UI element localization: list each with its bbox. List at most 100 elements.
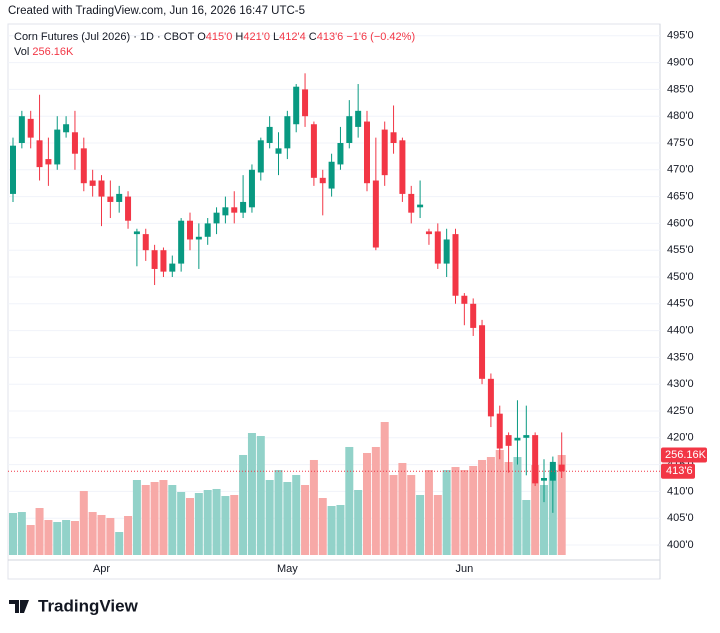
candle-body [178, 220, 185, 264]
candle-body [231, 207, 238, 213]
candle-body [169, 263, 176, 272]
volume-bar [371, 446, 380, 555]
legend-value: 421'0 [243, 31, 270, 43]
y-tick-label: 445'0 [667, 298, 694, 310]
volume-bar [212, 488, 221, 555]
volume-bar [194, 493, 203, 555]
candle-body [452, 234, 459, 296]
volume-bar [407, 475, 416, 555]
legend-key: O [197, 31, 206, 43]
y-tick-label: 450'0 [667, 271, 694, 283]
volume-bar [301, 485, 310, 555]
candle-body [310, 124, 317, 178]
volume-bar [265, 480, 274, 555]
volume-bar [283, 482, 292, 555]
candle-body [496, 413, 503, 449]
y-tick-label: 435'0 [667, 351, 694, 363]
candle-body [346, 116, 353, 143]
volume-bar [389, 475, 398, 555]
volume-bar [9, 512, 17, 555]
volume-bar [35, 507, 44, 555]
legend-value: 415'0 [205, 31, 233, 43]
legend-value: 412'4 [279, 31, 306, 43]
volume-bar [70, 520, 79, 555]
volume-bar [132, 480, 141, 555]
legend-value: 256.16K [32, 46, 74, 58]
y-tick-label: 440'0 [667, 324, 694, 336]
legend-change: −1'6 (−0.42%) [346, 31, 416, 43]
candle-body [18, 116, 25, 143]
legend-value: 413'6 [316, 31, 344, 43]
volume-bar [451, 467, 460, 555]
volume-bar [495, 449, 504, 555]
last-price-tag [661, 463, 695, 479]
legend-key: H [235, 31, 244, 43]
volume-bar [469, 465, 478, 555]
candle-body [80, 148, 87, 184]
title: Corn Futures (Jul 2026) · 1D · CBOT [14, 31, 195, 43]
candle-body [27, 118, 34, 138]
volume-bar [380, 422, 389, 555]
volume-bar [478, 459, 487, 555]
candle-body [240, 201, 247, 213]
candle-body [275, 148, 282, 154]
candle-body [187, 220, 193, 240]
y-tick-label: 410'0 [667, 485, 694, 497]
candle-body [142, 234, 149, 251]
volume-bar [26, 525, 35, 555]
legend-key: L [273, 31, 280, 43]
y-tick-label: 490'0 [667, 56, 694, 68]
candle-body [549, 461, 556, 481]
volume-bar [44, 519, 53, 555]
volume-bar [433, 494, 442, 555]
candle-body [425, 231, 432, 235]
candle-body [514, 437, 521, 441]
y-tick-label: 400'0 [667, 539, 694, 551]
candle-body [434, 231, 441, 264]
candle-body [399, 140, 406, 194]
y-tick-label: 430'0 [667, 378, 694, 390]
volume-bar [221, 496, 230, 555]
volume-bar [141, 485, 150, 555]
volume-bar [318, 498, 327, 555]
volume-bar [88, 512, 97, 555]
candle-body [470, 303, 477, 328]
y-tick-label: 455'0 [667, 244, 694, 256]
logo [9, 600, 29, 613]
volume-bar [115, 532, 124, 555]
x-tick-label: Jun [455, 563, 473, 575]
volume-bar [124, 516, 133, 555]
volume-bar [460, 470, 469, 555]
volume-bar [230, 494, 239, 555]
volume-bar [168, 485, 177, 555]
candle-body [89, 180, 96, 186]
volume-bar [398, 462, 407, 555]
candle-body [71, 132, 78, 154]
candle-body [372, 180, 379, 248]
volume-bar [336, 504, 345, 555]
candle-body [461, 295, 468, 304]
candle-body [337, 142, 344, 165]
candle-body [133, 231, 140, 235]
volume-bar [17, 512, 26, 555]
volume-bar [274, 470, 283, 555]
y-tick-label: 460'0 [667, 217, 694, 229]
candle-body [505, 435, 512, 446]
candle-body [417, 204, 424, 208]
volume-bar [531, 465, 540, 555]
y-tick-label: 420'0 [667, 432, 694, 444]
candle-body [222, 207, 229, 216]
candle-body [487, 378, 494, 417]
candle-body [293, 86, 300, 125]
candle-body [204, 223, 211, 237]
candle-body [355, 110, 362, 127]
candle-body [54, 129, 61, 165]
candle-body [98, 180, 105, 197]
volume-bar [513, 457, 522, 555]
legend-key: Vol [14, 46, 30, 58]
y-tick-label: 405'0 [667, 512, 694, 524]
credit: Created with TradingView.com, Jun 16, 20… [8, 5, 306, 17]
y-tick-label: 465'0 [667, 190, 694, 202]
